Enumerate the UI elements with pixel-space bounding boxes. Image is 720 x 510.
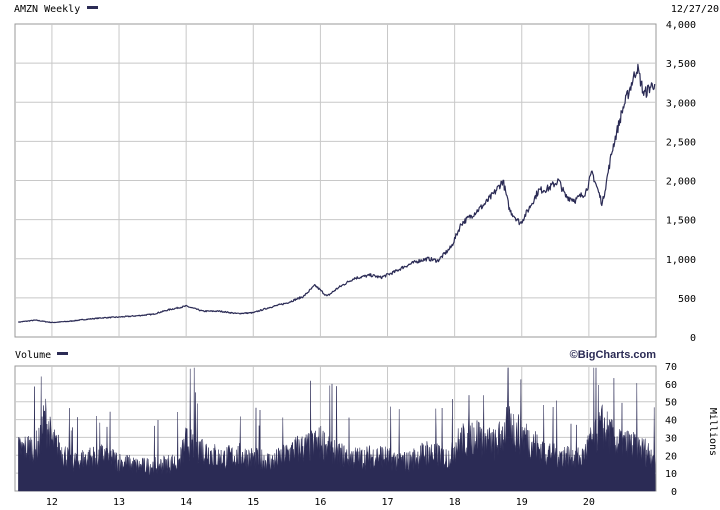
bigcharts-brand: ©BigCharts.com — [570, 349, 657, 361]
volume-y-tick-label: 70 — [665, 362, 677, 373]
chart-date: 12/27/20 — [671, 4, 719, 15]
x-tick-label: 15 — [247, 497, 259, 508]
x-tick-label: 20 — [583, 497, 595, 508]
volume-y-tick-label: 30 — [665, 433, 677, 444]
volume-unit-label: Millions — [707, 408, 718, 456]
x-tick-label: 17 — [381, 497, 393, 508]
price-series-line — [17, 63, 656, 324]
volume-y-tick-label: 60 — [665, 380, 677, 391]
price-y-tick-label: 1,000 — [666, 255, 696, 266]
x-tick-label: 16 — [314, 497, 326, 508]
price-grid — [15, 24, 656, 337]
price-y-tick-label: 4,000 — [666, 20, 696, 31]
volume-y-tick-label: 0 — [671, 487, 677, 498]
chart-title: AMZN Weekly — [14, 4, 80, 15]
price-y-tick-label: 2,500 — [666, 137, 696, 148]
x-tick-label: 12 — [46, 497, 58, 508]
price-y-tick-label: 2,000 — [666, 177, 696, 188]
price-y-tick-label: 0 — [690, 333, 696, 344]
x-tick-label: 13 — [113, 497, 125, 508]
volume-y-tick-label: 10 — [665, 469, 677, 480]
volume-y-tick-label: 20 — [665, 451, 677, 462]
x-axis-labels: 12 13 14 15 16 17 18 19 20 — [46, 497, 595, 508]
volume-y-ticks: 0 10 20 30 40 50 60 70 — [665, 362, 677, 498]
price-y-tick-label: 500 — [678, 294, 696, 305]
volume-y-tick-label: 40 — [665, 416, 677, 427]
x-tick-label: 19 — [516, 497, 528, 508]
price-legend-swatch — [87, 6, 98, 9]
volume-title: Volume — [15, 350, 51, 361]
x-tick-label: 18 — [449, 497, 461, 508]
price-y-tick-label: 3,000 — [666, 98, 696, 109]
price-y-ticks: 0 500 1,000 1,500 2,000 2,500 3,000 3,500 4,000 — [666, 20, 696, 344]
volume-bars — [18, 367, 656, 492]
price-y-tick-label: 3,500 — [666, 59, 696, 70]
volume-legend-swatch — [57, 352, 68, 355]
volume-y-tick-label: 50 — [665, 398, 677, 409]
x-tick-label: 14 — [180, 497, 192, 508]
price-y-tick-label: 1,500 — [666, 216, 696, 227]
